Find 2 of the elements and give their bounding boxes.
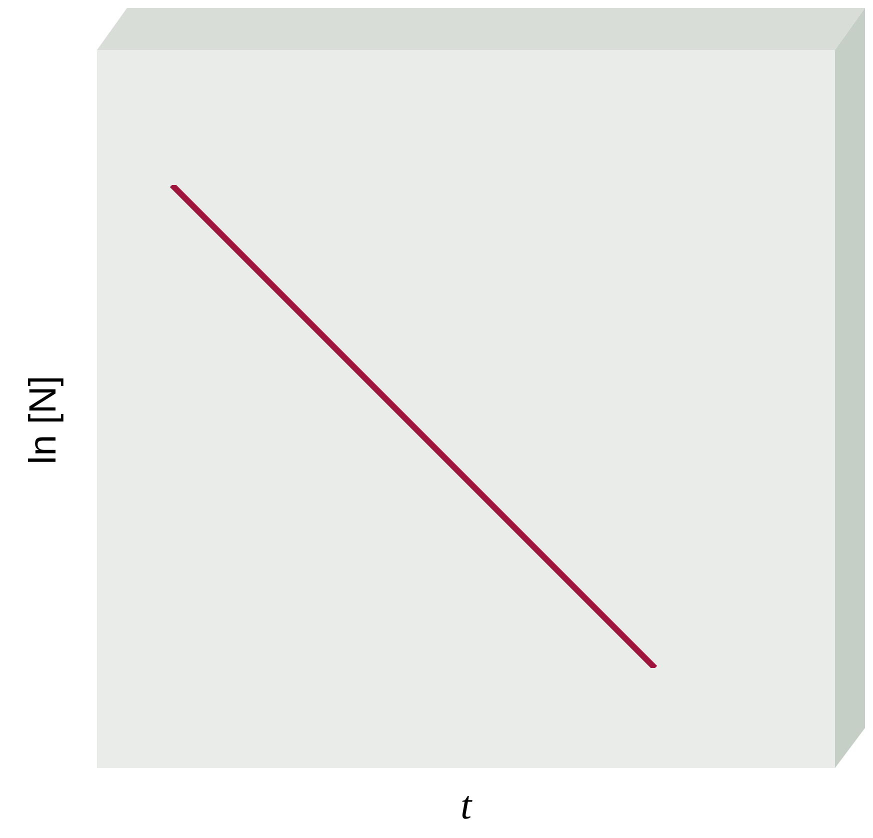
x-axis-title: t <box>460 782 472 828</box>
y-axis-title: ln [N] <box>22 376 66 464</box>
